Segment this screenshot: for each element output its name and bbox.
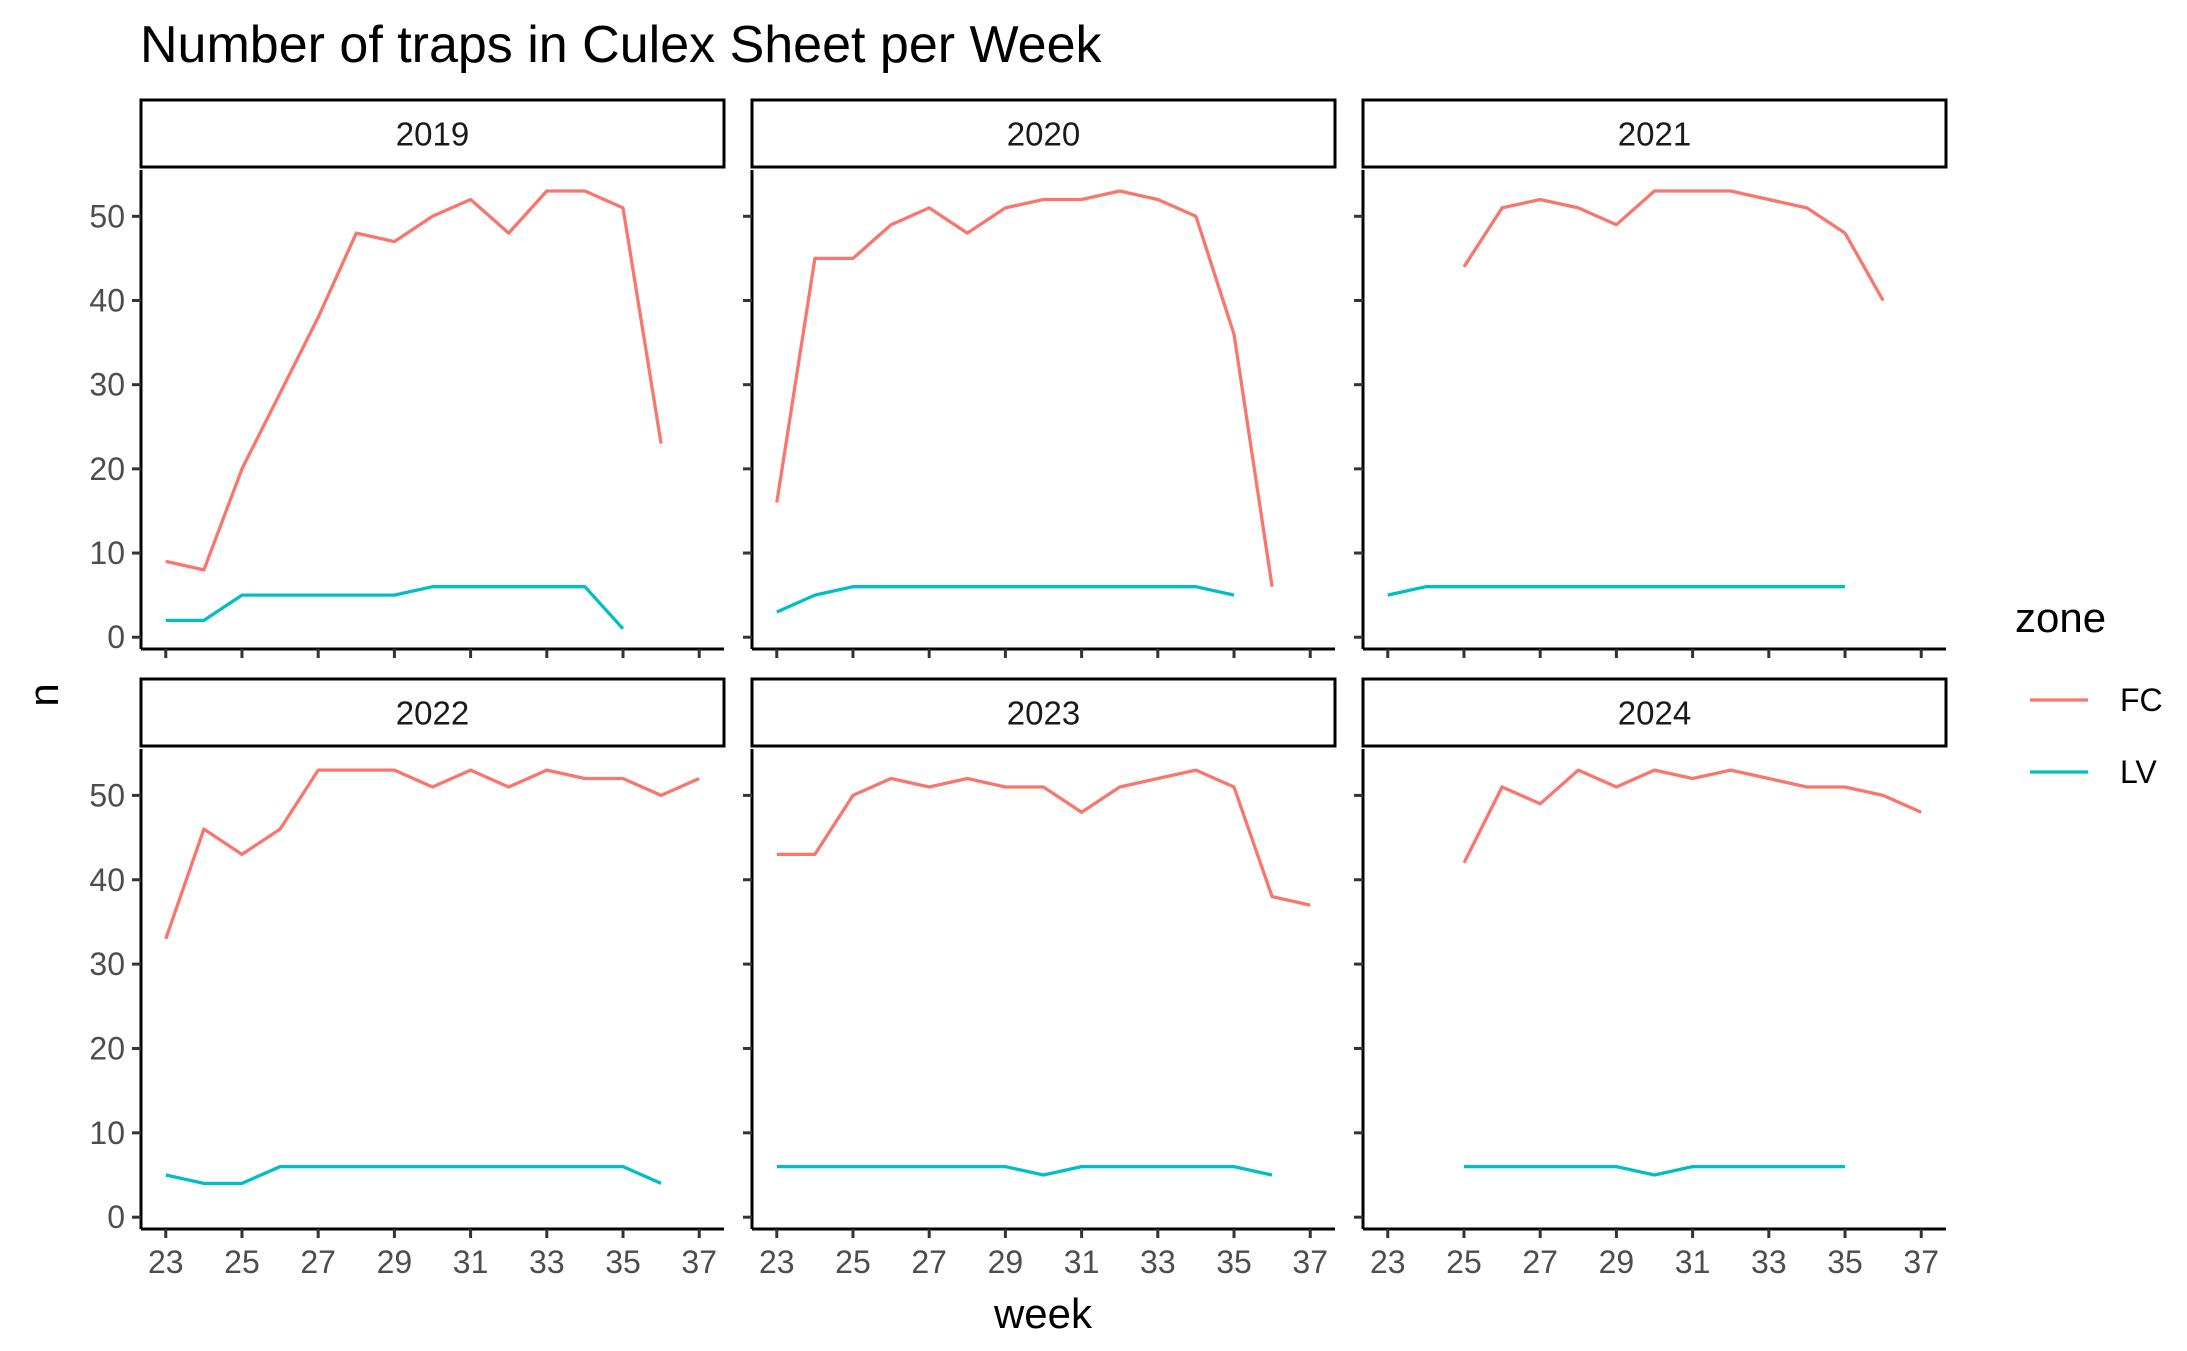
series-line-FC — [1462, 768, 1922, 864]
y-tick-label: 0 — [107, 1199, 125, 1235]
facet-panel-2019: 2019 0 10 20 30 40 50 — [89, 98, 726, 658]
series-line-FC — [165, 189, 663, 572]
facet-strip — [1361, 98, 1948, 169]
facet-strip — [1361, 677, 1948, 748]
y-tick-label: 40 — [89, 862, 125, 898]
x-tick-label: 35 — [1827, 1244, 1863, 1280]
facet-strip — [750, 98, 1337, 169]
facet-strip-label: 2020 — [1007, 116, 1080, 153]
facet-strip — [139, 98, 726, 169]
series-line-FC — [1462, 189, 1885, 302]
x-tick-label: 33 — [529, 1244, 565, 1280]
x-tick-label: 29 — [988, 1244, 1024, 1280]
x-tick-label: 25 — [835, 1244, 871, 1280]
x-tick-label: 23 — [1370, 1244, 1406, 1280]
x-tick-label: 31 — [1064, 1244, 1100, 1280]
series-line-LV — [776, 1164, 1273, 1177]
x-tick-label: 27 — [1522, 1244, 1558, 1280]
y-tick-label: 30 — [89, 946, 125, 982]
x-tick-label: 33 — [1751, 1244, 1787, 1280]
x-tick-label: 23 — [148, 1244, 184, 1280]
facet-strip-label: 2023 — [1007, 695, 1080, 732]
facet-panels: 2019 0 10 20 30 40 50 2020 2021 2022 0 10 20 30 40 50 23… — [89, 98, 1948, 1280]
y-tick-label: 50 — [89, 198, 125, 234]
y-tick-label: 40 — [89, 282, 125, 318]
facet-panel-2022: 2022 0 10 20 30 40 50 23 25 27 29 31 33 35 37 — [89, 677, 726, 1280]
legend-label-LV: LV — [2120, 754, 2157, 790]
series-line-LV — [1387, 585, 1845, 597]
x-tick-label: 25 — [224, 1244, 260, 1280]
x-tick-label: 31 — [1675, 1244, 1711, 1280]
facet-strip — [139, 677, 726, 748]
series-line-FC — [775, 189, 1274, 587]
series-line-LV — [165, 585, 625, 630]
facet-strip-label: 2022 — [396, 695, 469, 732]
facet-strip-label: 2024 — [1618, 695, 1691, 732]
x-tick-label: 27 — [300, 1244, 336, 1280]
series-line-FC — [776, 768, 1311, 907]
y-tick-label: 50 — [89, 777, 125, 813]
x-tick-label: 29 — [377, 1244, 413, 1280]
series-line-LV — [1464, 1164, 1845, 1177]
facet-panel-2021: 2021 — [1354, 98, 1948, 658]
legend: zone FC LV — [2015, 594, 2163, 790]
series-line-LV — [776, 585, 1235, 614]
legend-entries: FC LV — [2030, 682, 2163, 790]
y-axis-title: n — [20, 683, 67, 706]
facet-strip-label: 2019 — [396, 116, 469, 153]
legend-title: zone — [2015, 594, 2106, 641]
x-tick-label: 35 — [605, 1244, 641, 1280]
x-tick-label: 33 — [1140, 1244, 1176, 1280]
series-line-FC — [164, 768, 700, 940]
facet-strip-label: 2021 — [1618, 116, 1691, 153]
x-tick-label: 25 — [1446, 1244, 1482, 1280]
y-tick-label: 10 — [89, 1115, 125, 1151]
facet-panel-2024: 2024 23 25 27 29 31 33 35 37 — [1354, 677, 1948, 1280]
x-tick-label: 37 — [1292, 1244, 1328, 1280]
facet-strip — [750, 677, 1337, 748]
x-tick-label: 37 — [1903, 1244, 1939, 1280]
series-line-LV — [165, 1164, 662, 1186]
x-tick-label: 31 — [453, 1244, 489, 1280]
y-tick-label: 30 — [89, 367, 125, 403]
x-tick-label: 35 — [1216, 1244, 1252, 1280]
chart-title: Number of traps in Culex Sheet per Week — [140, 16, 1102, 74]
x-tick-label: 23 — [759, 1244, 795, 1280]
y-tick-label: 20 — [89, 1030, 125, 1066]
y-tick-label: 20 — [89, 451, 125, 487]
facet-panel-2023: 2023 23 25 27 29 31 33 35 37 — [743, 677, 1337, 1280]
legend-label-FC: FC — [2120, 682, 2163, 718]
x-tick-label: 29 — [1599, 1244, 1635, 1280]
x-tick-label: 27 — [911, 1244, 947, 1280]
x-tick-label: 37 — [681, 1244, 717, 1280]
x-axis-title: week — [993, 1290, 1093, 1337]
facet-panel-2020: 2020 — [743, 98, 1337, 658]
y-tick-label: 0 — [107, 619, 125, 655]
y-tick-label: 10 — [89, 535, 125, 571]
